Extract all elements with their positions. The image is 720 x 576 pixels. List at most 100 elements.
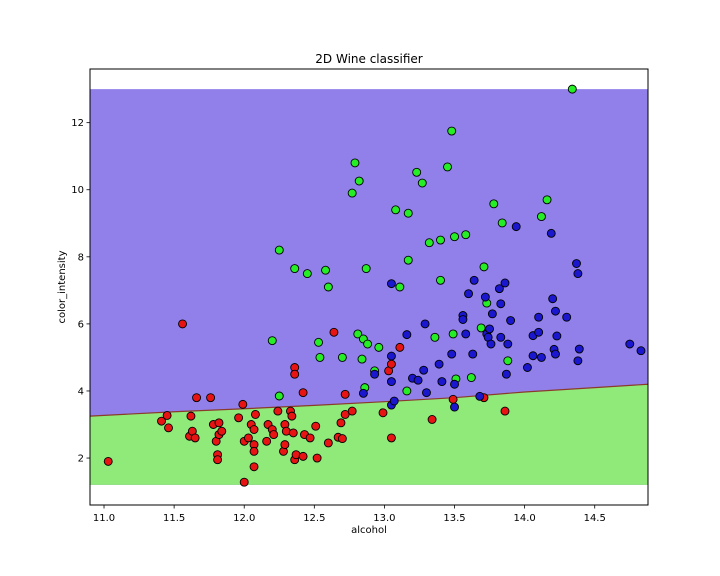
x-tick-label: 12.5	[303, 513, 325, 524]
class-green-point	[374, 342, 384, 352]
class-red-point	[157, 416, 166, 426]
class-green-point	[323, 282, 333, 292]
class-red-point	[239, 477, 249, 487]
class-red-point	[238, 399, 248, 409]
class-red-point	[273, 406, 283, 416]
class-red-point	[329, 327, 339, 337]
class-red-point	[500, 406, 510, 416]
class-red-point	[347, 406, 357, 416]
class-green-point	[347, 188, 357, 198]
y-tick-label: 12	[71, 118, 84, 129]
y-axis-label: color_intensity	[57, 250, 68, 323]
class-blue-point	[420, 319, 430, 329]
class-blue-point	[358, 388, 368, 398]
class-green-point	[337, 352, 347, 362]
class-green-point	[274, 391, 284, 401]
class-green-point	[363, 339, 373, 349]
class-blue-point	[546, 228, 556, 238]
class-green-point	[536, 212, 546, 222]
class-green-point	[461, 230, 471, 240]
class-blue-point	[450, 379, 459, 389]
class-red-point	[186, 411, 196, 421]
class-green-point	[302, 269, 312, 279]
y-tick-label: 10	[71, 185, 84, 196]
x-axis-label: alcohol	[351, 525, 387, 536]
decision-boundary	[90, 383, 648, 417]
class-green-point	[354, 176, 364, 186]
class-blue-point	[386, 351, 396, 361]
class-blue-point	[501, 369, 511, 379]
class-green-point	[357, 354, 367, 364]
class-red-point	[395, 342, 405, 352]
class-green-point	[361, 264, 371, 274]
class-red-point	[290, 369, 300, 379]
class-blue-point	[522, 363, 532, 372]
class-blue-point	[447, 349, 457, 359]
class-red-point	[192, 393, 202, 403]
class-green-point	[267, 336, 277, 346]
class-red-point	[336, 418, 346, 428]
class-green-point	[402, 386, 412, 396]
class-red-point	[323, 438, 333, 448]
class-red-point	[340, 389, 350, 399]
class-blue-point	[389, 396, 399, 406]
class-green-point	[436, 235, 445, 245]
class-green-point	[321, 265, 330, 275]
class-blue-point	[494, 284, 504, 294]
class-green-point	[274, 245, 284, 255]
x-tick-label: 13.5	[443, 513, 465, 524]
class-blue-point	[551, 349, 560, 359]
x-tick-label: 14.5	[584, 513, 606, 524]
class-red-point	[378, 408, 388, 418]
class-blue-point	[486, 339, 496, 349]
class-blue-point	[500, 278, 510, 288]
class-blue-point	[461, 329, 471, 339]
plot-frame	[89, 68, 649, 506]
class-blue-point	[503, 339, 513, 349]
class-green-point	[489, 199, 499, 209]
class-red-point	[249, 446, 259, 456]
class-green-point	[497, 218, 507, 228]
class-green-point	[315, 352, 325, 362]
class-green-point	[391, 205, 401, 215]
class-blue-point	[386, 377, 396, 387]
class-blue-point	[573, 269, 583, 279]
class-green-point	[476, 323, 486, 333]
class-red-point	[298, 388, 308, 398]
data-points	[103, 84, 646, 487]
class-blue-point	[485, 324, 495, 334]
class-green-point	[403, 255, 413, 265]
class-blue-point	[636, 346, 646, 356]
class-green-point	[417, 178, 427, 188]
class-red-point	[178, 319, 187, 329]
class-red-point	[305, 433, 315, 443]
x-tick-label: 13.0	[373, 513, 395, 524]
x-tick-label: 14.0	[513, 513, 535, 524]
class-red-point	[298, 451, 308, 461]
class-red-point	[312, 453, 322, 463]
class-blue-point	[496, 332, 506, 342]
plot-area	[90, 84, 648, 487]
class-blue-point	[562, 312, 572, 322]
class-blue-point	[552, 331, 562, 341]
class-blue-point	[551, 306, 560, 316]
class-green-point	[314, 337, 323, 347]
class-red-point	[386, 359, 396, 369]
y-axis-ticks: 2 4 6 8 10 12	[71, 118, 90, 465]
class-green-point	[424, 238, 434, 248]
class-green-point	[567, 84, 577, 94]
class-green-point	[436, 275, 445, 285]
class-blue-point	[574, 344, 584, 354]
class-blue-point	[475, 391, 485, 401]
class-blue-point	[496, 299, 506, 309]
class-red-point	[217, 426, 227, 436]
class-red-point	[340, 409, 350, 419]
y-tick-label: 6	[78, 319, 84, 330]
x-axis-ticks: 11.0 11.5 12.0 12.5 13.0 13.5 14.0 14.5	[93, 505, 606, 524]
chart-title: 2D Wine classifier	[315, 52, 422, 66]
x-tick-label: 11.5	[163, 513, 185, 524]
class-blue-point	[506, 316, 516, 325]
class-blue-point	[450, 402, 459, 412]
class-blue-point	[511, 222, 521, 232]
